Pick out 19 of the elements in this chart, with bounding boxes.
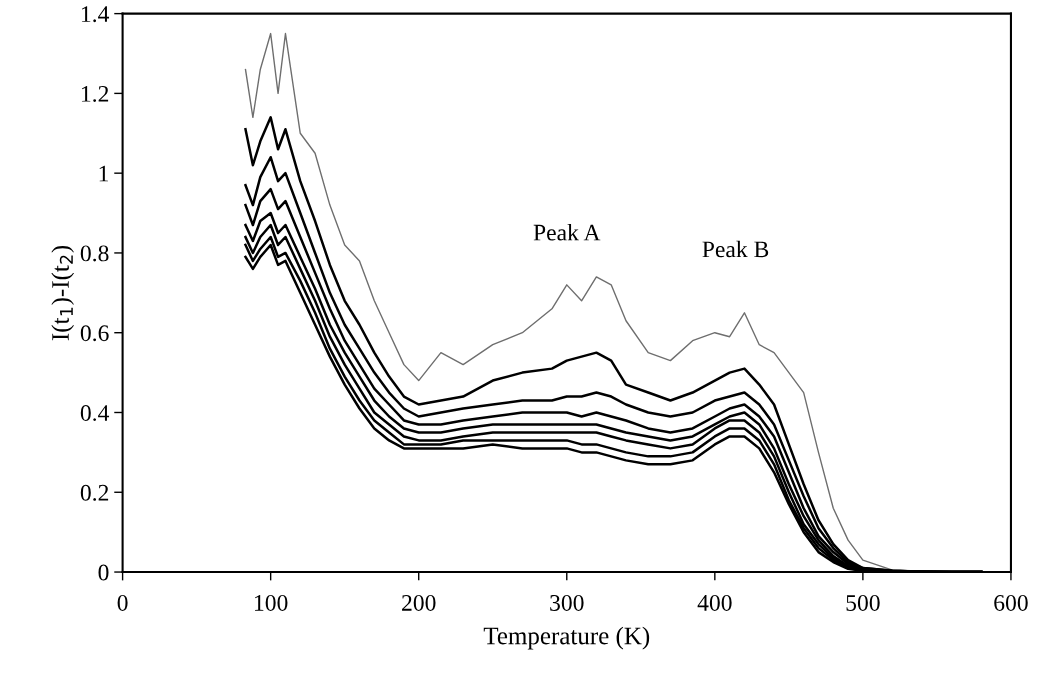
x-tick-label: 300 [550, 594, 584, 611]
y-tick-label: 0.6 [80, 325, 109, 342]
y-tick-label: 0 [98, 564, 109, 581]
annotation: Peak A [533, 223, 601, 241]
x-tick-label: 200 [402, 594, 436, 611]
y-axis-title: I(t$_{1}$)-I(t$_{2}$) [51, 245, 75, 341]
y-tick-label: 1 [99, 165, 108, 182]
y-tick-label: 1.2 [81, 85, 109, 102]
x-tick-label: 0 [117, 594, 128, 611]
x-tick-label: 600 [994, 594, 1028, 611]
x-axis-title: Temperature (K) [483, 626, 650, 650]
x-tick-label: 500 [846, 594, 880, 611]
y-tick-label: 0.4 [80, 404, 110, 422]
x-tick-label: 400 [697, 594, 732, 611]
y-tick-label: 1.4 [81, 6, 110, 23]
y-tick-label: 0.8 [80, 245, 109, 262]
x-tick-label: 100 [255, 594, 288, 611]
annotation: Peak B [702, 240, 769, 258]
y-tick-label: 0.2 [80, 484, 109, 501]
